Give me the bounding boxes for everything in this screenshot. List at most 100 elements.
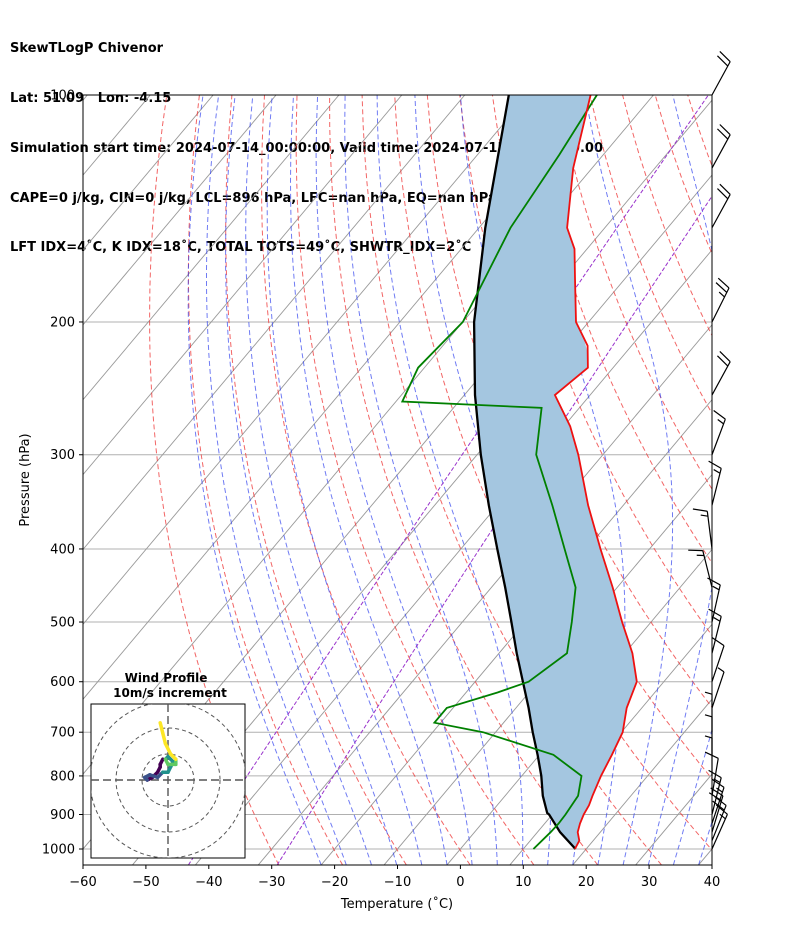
wind-barb (688, 549, 713, 588)
wind-barb-staff (711, 616, 722, 654)
x-tick-label: 10 (515, 875, 532, 890)
moist-adiabat-line (344, 95, 498, 865)
wind-barb-staff (711, 134, 731, 169)
x-axis-ticks: −60 −50 −40 −30 −20 −10 0 10 20 30 40 (69, 865, 720, 890)
y-tick-label: 1000 (42, 843, 75, 858)
wind-barb-staff (711, 645, 725, 682)
y-tick-label: 100 (50, 89, 75, 104)
wind-barb-staff (711, 671, 725, 709)
wind-barb-flag (715, 282, 728, 293)
isotherm-line (698, 848, 712, 865)
isotherm-line (83, 95, 403, 476)
y-axis-ticks: 1000 900 800 700 600 500 400 300 200 100 (42, 89, 83, 858)
y-tick-label: 300 (50, 448, 75, 463)
wind-barb-half-flag (704, 691, 713, 695)
isotherm-line (761, 95, 794, 865)
wind-barb-staff (711, 287, 730, 323)
wind-barb-staff (711, 814, 728, 850)
wind-barb-staff (711, 468, 722, 506)
isotherm-line (320, 399, 712, 865)
mixing-ratio-line (187, 95, 709, 865)
dry-adiabat-line (524, 95, 712, 564)
wind-barb-flag (719, 124, 731, 136)
negative-area-fill (474, 95, 637, 849)
wind-barb (711, 183, 731, 229)
wind-barb (711, 667, 725, 709)
stability-indices: LFT IDX=4˚C, K IDX=18˚C, TOTAL TOTS=49˚C… (10, 240, 472, 256)
wind-barb-staff (711, 194, 731, 229)
moist-adiabat-line (187, 95, 322, 865)
dry-adiabat-line (753, 95, 794, 865)
dry-adiabat-line (589, 95, 712, 415)
wind-barb (692, 508, 713, 550)
hodograph-segment (161, 731, 168, 746)
dewpoint-line (400, 95, 598, 850)
x-tick-label: −40 (195, 875, 222, 890)
hodograph-segment (163, 741, 173, 756)
profile-lines (400, 95, 638, 850)
wind-barb-staff (711, 584, 721, 623)
wind-barb-flag (717, 277, 730, 289)
isotherm-line (83, 95, 529, 626)
wind-barb-half-flag (700, 514, 708, 517)
wind-barb-half-flag (719, 813, 726, 820)
moist-adiabat-line (376, 95, 524, 865)
moist-adiabat-line (698, 820, 712, 865)
dry-adiabat-line (785, 95, 794, 865)
isotherm-line (83, 95, 591, 700)
moist-adiabat-line (206, 95, 347, 865)
isotherm-line (635, 773, 712, 865)
wind-barb (711, 351, 731, 396)
wind-barb-staff (711, 795, 724, 833)
wind-barb-staff (706, 511, 713, 550)
x-tick-label: 0 (456, 875, 464, 890)
wind-barb-staff (711, 787, 725, 824)
wind-barb-flag (717, 55, 729, 67)
wind-barb-staff (711, 61, 731, 96)
dry-adiabat-line (622, 95, 712, 337)
wind-barb-flag (717, 128, 729, 140)
wind-barb-staff (711, 418, 726, 455)
wind-barb-flag (708, 769, 722, 779)
wind-barb-flag (717, 188, 729, 200)
wind-barb (704, 714, 713, 755)
temperature-line (553, 95, 638, 850)
wind-barb-half-flag (704, 714, 713, 718)
wind-barb-flag (719, 351, 731, 363)
wind-barb-flag (711, 636, 725, 647)
dry-adiabat-line (149, 95, 280, 865)
y-tick-label: 400 (50, 542, 75, 557)
hodograph-title: Wind Profile (125, 671, 208, 685)
moist-adiabat-line (724, 95, 794, 865)
wind-barb-half-flag (717, 667, 725, 673)
wind-barb-staff (711, 758, 719, 796)
dry-adiabat-line (225, 95, 407, 865)
moist-adiabat-line (315, 95, 473, 865)
isotherm-line (83, 95, 340, 401)
y-tick-label: 200 (50, 315, 75, 330)
wind-barb-flag (692, 508, 708, 512)
dry-adiabat-line (295, 95, 535, 865)
x-tick-label: −50 (132, 875, 159, 890)
y-tick-label: 600 (50, 675, 75, 690)
wind-barb (708, 608, 722, 654)
dry-adiabat-line (687, 95, 712, 168)
wind-barb-staff (711, 777, 722, 815)
wind-barb-flag (708, 460, 722, 469)
x-tick-label: 40 (704, 875, 721, 890)
wind-barb-staff (702, 550, 713, 588)
y-tick-label: 900 (50, 808, 75, 823)
dry-adiabat-line (187, 95, 344, 865)
y-tick-label: 500 (50, 616, 75, 631)
x-tick-label: 30 (641, 875, 658, 890)
cape-cin-fill (474, 95, 637, 849)
wind-barb-half-flag (713, 617, 721, 622)
wind-barb-half-flag (712, 585, 720, 591)
wind-barb (711, 277, 730, 323)
wind-barb-half-flag (704, 735, 713, 739)
hodograph-subtitle: 10m/s increment (113, 686, 227, 700)
wind-barb (704, 691, 713, 733)
wind-barb-flag (708, 608, 722, 617)
chart-title: SkewTLogP Chivenor (10, 41, 164, 57)
